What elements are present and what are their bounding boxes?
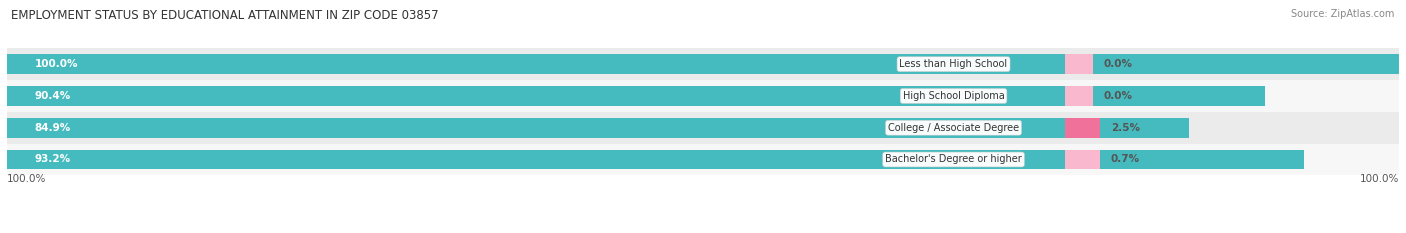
Bar: [7, 112, 1399, 144]
Bar: [7, 54, 1399, 74]
Text: 0.0%: 0.0%: [1104, 91, 1133, 101]
Text: 0.0%: 0.0%: [1104, 59, 1133, 69]
Bar: [1064, 150, 1099, 169]
Text: 100.0%: 100.0%: [1360, 174, 1399, 184]
Text: High School Diploma: High School Diploma: [903, 91, 1004, 101]
Text: College / Associate Degree: College / Associate Degree: [889, 123, 1019, 133]
Text: Bachelor's Degree or higher: Bachelor's Degree or higher: [886, 154, 1022, 164]
Bar: [1064, 118, 1099, 137]
Text: 84.9%: 84.9%: [35, 123, 72, 133]
Text: 90.4%: 90.4%: [35, 91, 72, 101]
Bar: [1064, 54, 1092, 74]
Bar: [7, 118, 1189, 137]
Bar: [1064, 86, 1092, 106]
Text: 100.0%: 100.0%: [35, 59, 79, 69]
Bar: [7, 144, 1399, 175]
Text: 2.5%: 2.5%: [1111, 123, 1140, 133]
Bar: [7, 48, 1399, 80]
Text: Less than High School: Less than High School: [900, 59, 1008, 69]
Text: 93.2%: 93.2%: [35, 154, 70, 164]
Bar: [7, 86, 1265, 106]
Text: Source: ZipAtlas.com: Source: ZipAtlas.com: [1291, 9, 1395, 19]
Bar: [7, 80, 1399, 112]
Text: 0.7%: 0.7%: [1111, 154, 1140, 164]
Bar: [7, 150, 1305, 169]
Text: EMPLOYMENT STATUS BY EDUCATIONAL ATTAINMENT IN ZIP CODE 03857: EMPLOYMENT STATUS BY EDUCATIONAL ATTAINM…: [11, 9, 439, 22]
Text: 100.0%: 100.0%: [7, 174, 46, 184]
